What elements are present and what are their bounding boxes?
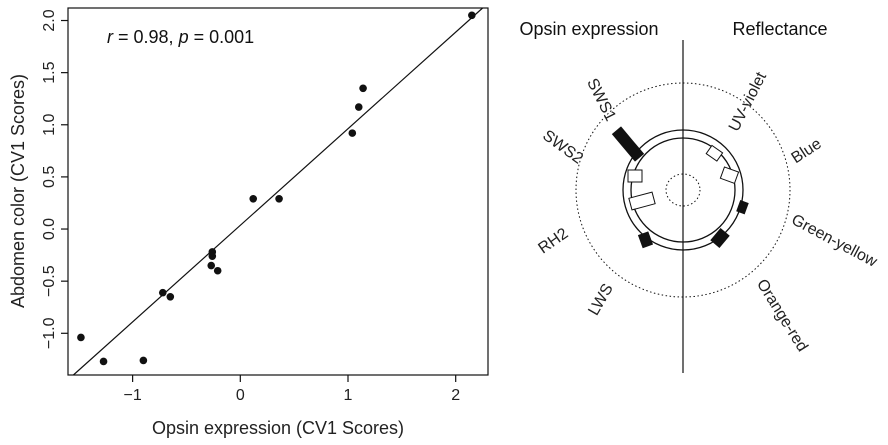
label-green-yellow: Green-yellow <box>789 211 881 270</box>
data-point <box>99 357 108 366</box>
plot-frame <box>67 7 489 376</box>
y-tick-label: −1.0 <box>41 317 58 349</box>
y-tick-label: 2.0 <box>41 9 58 31</box>
data-point <box>166 293 175 301</box>
eye-outline <box>622 129 744 251</box>
data-point <box>468 11 476 20</box>
y-axis-title: Abdomen color (CV1 Scores) <box>8 74 28 308</box>
outer-dotted-ring <box>575 82 791 298</box>
data-point <box>208 252 217 260</box>
r-value: = 0.98, <box>113 27 179 47</box>
label-rh2: RH2 <box>535 225 571 257</box>
opsin-reflectance-diagram: Opsin expression Reflectance SWS1 SWS2 R… <box>519 19 880 373</box>
label-blue: Blue <box>788 135 824 167</box>
label-sws1: SWS1 <box>583 76 619 124</box>
lens-dotted <box>665 173 701 207</box>
hollow-box-4 <box>719 166 740 185</box>
data-point <box>207 261 216 270</box>
correlation-annotation: r = 0.98, p = 0.001 <box>107 27 254 47</box>
data-point <box>354 103 363 111</box>
x-tick-label: 2 <box>451 387 460 404</box>
y-tick-label: −0.5 <box>41 265 58 297</box>
x-tick-label: 1 <box>344 387 353 404</box>
y-tick-label: 0.5 <box>41 166 58 188</box>
data-point <box>158 288 167 297</box>
data-point <box>77 333 85 342</box>
x-axis-ticks: −1 0 1 2 <box>123 375 460 404</box>
sws1-bar <box>611 126 645 162</box>
label-lws: LWS <box>585 281 616 318</box>
data-point <box>275 194 283 203</box>
data-point <box>348 129 357 137</box>
r-symbol: r <box>107 27 114 47</box>
label-sws2: SWS2 <box>539 127 586 167</box>
hollow-box-2 <box>627 169 643 183</box>
regression-line <box>72 7 484 376</box>
rh2-bar <box>637 231 654 249</box>
x-tick-label: −1 <box>123 387 141 404</box>
scatter-panel: −1 0 1 2 −1.0 −0.5 0.0 0.5 1.0 1.5 2.0 r = 0.98, … <box>8 7 489 438</box>
green-yellow-bar <box>736 199 749 215</box>
label-orange-red: Orange-red <box>753 276 811 354</box>
label-uv-violet: UV-violet <box>726 69 770 134</box>
p-symbol: p <box>178 27 189 47</box>
hollow-box-1 <box>628 191 656 211</box>
retina-inner-ring <box>630 137 736 243</box>
data-points <box>77 11 476 366</box>
x-tick-label: 0 <box>236 387 245 404</box>
y-axis-ticks: −1.0 −0.5 0.0 0.5 1.0 1.5 2.0 <box>41 9 68 349</box>
data-point <box>249 194 258 203</box>
p-value: = 0.001 <box>189 27 255 47</box>
data-point <box>213 266 222 275</box>
data-point <box>139 356 148 365</box>
y-tick-label: 1.0 <box>41 114 58 136</box>
opsin-expression-title: Opsin expression <box>519 19 658 39</box>
hollow-box-3 <box>705 144 724 162</box>
orange-red-bar <box>710 228 730 248</box>
y-tick-label: 1.5 <box>41 61 58 83</box>
reflectance-title: Reflectance <box>732 19 827 39</box>
x-axis-title: Opsin expression (CV1 Scores) <box>152 418 404 438</box>
data-point <box>359 84 367 93</box>
y-tick-label: 0.0 <box>41 218 58 240</box>
